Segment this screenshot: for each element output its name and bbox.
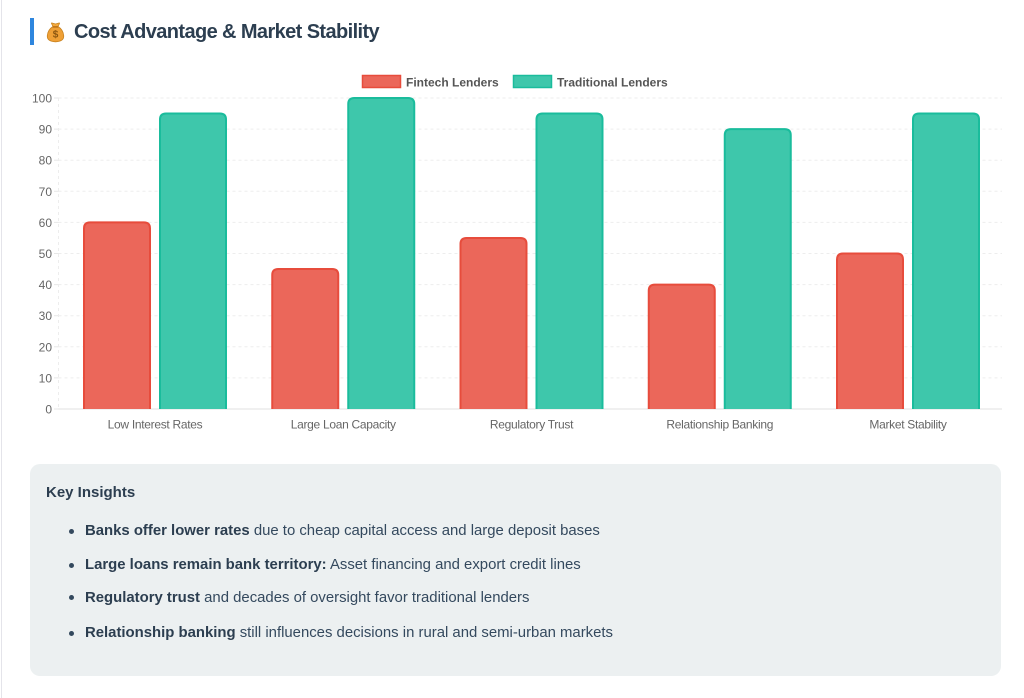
svg-text:10: 10 [39, 371, 53, 385]
svg-text:Fintech Lenders: Fintech Lenders [406, 76, 499, 90]
svg-text:40: 40 [39, 278, 53, 292]
svg-text:Market Stability: Market Stability [869, 418, 947, 432]
svg-text:80: 80 [39, 154, 53, 168]
svg-text:90: 90 [39, 123, 53, 137]
svg-text:70: 70 [39, 185, 53, 199]
svg-text:Low Interest Rates: Low Interest Rates [108, 418, 203, 432]
svg-text:50: 50 [39, 247, 53, 261]
svg-text:Regulatory Trust: Regulatory Trust [490, 418, 574, 432]
svg-text:$: $ [53, 30, 59, 41]
svg-text:20: 20 [39, 340, 53, 354]
svg-text:0: 0 [45, 403, 52, 417]
svg-text:60: 60 [39, 216, 53, 230]
svg-text:30: 30 [39, 309, 53, 323]
svg-text:100: 100 [32, 92, 52, 106]
svg-text:Traditional Lenders: Traditional Lenders [557, 76, 668, 90]
svg-text:Large Loan Capacity: Large Loan Capacity [291, 418, 396, 432]
svg-text:Relationship Banking: Relationship Banking [666, 418, 773, 432]
